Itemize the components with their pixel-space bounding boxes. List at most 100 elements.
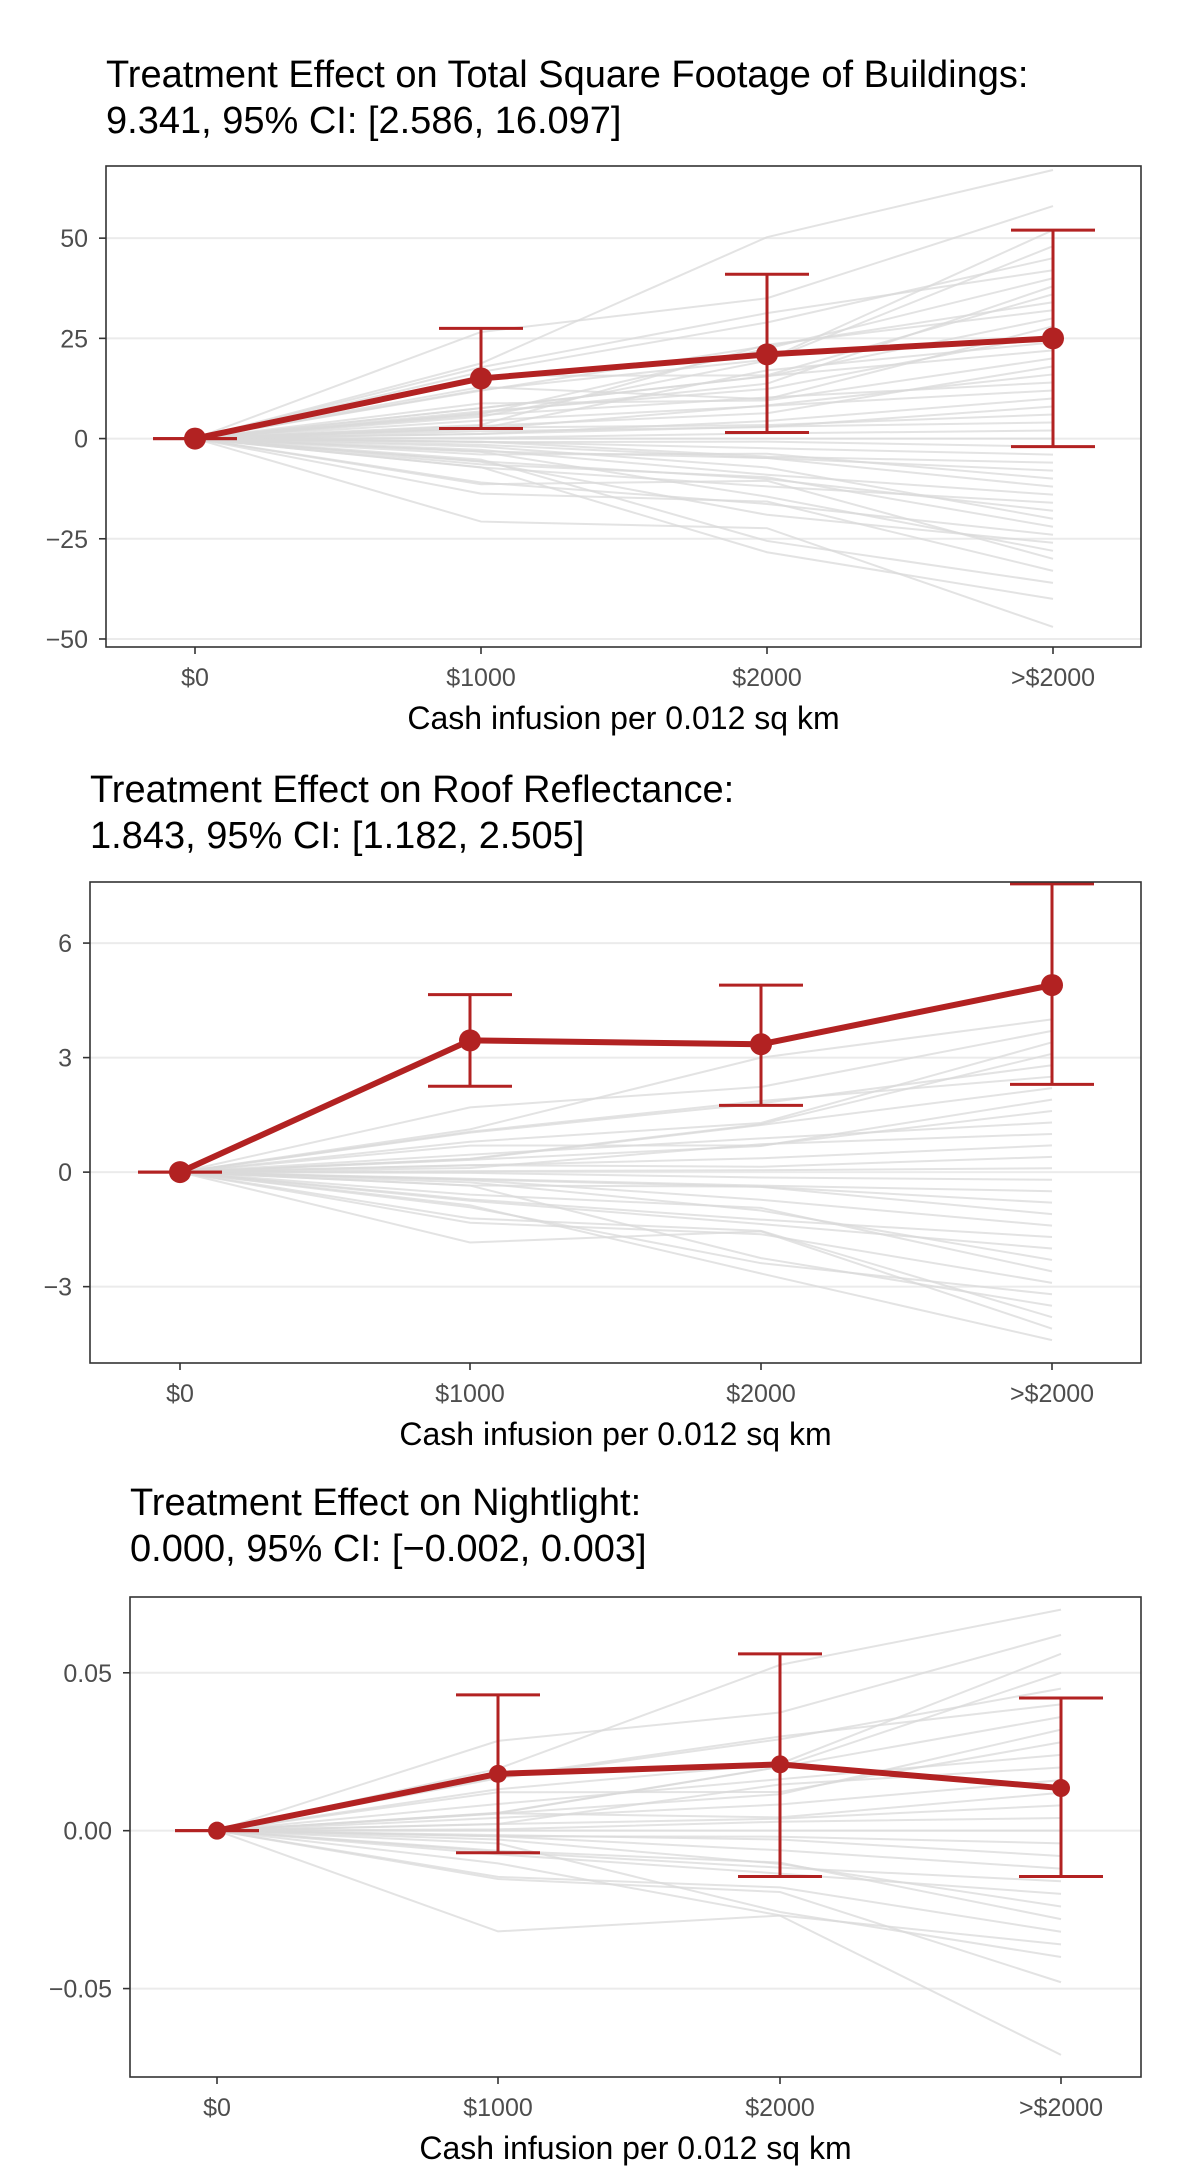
panel-border [105,165,1142,648]
chart-title-line-2: 1.843, 95% CI: [1.182, 2.505] [90,815,585,857]
x-tick-label: $1000 [463,2094,533,2122]
chart-title: Treatment Effect on Roof Reflectance: 1.… [90,767,734,859]
y-tick-label: −3 [43,1274,72,1302]
y-tick-label: 0.05 [63,1660,112,1688]
placebo-line [179,1171,1053,1330]
x-tick-label: $2000 [732,664,802,692]
placebo-line [194,349,1054,440]
placebo-line [194,413,1054,440]
y-tick-label: 25 [60,325,88,353]
placebo-line [179,1132,1053,1174]
placebo-line [179,1110,1053,1174]
x-tick-label: $0 [166,1380,194,1408]
placebo-line [216,1829,1062,1933]
placebo-line [179,1075,1053,1174]
panel-border [129,1596,1142,2078]
placebo-line [216,1829,1062,1870]
placebo-line [216,1829,1062,1908]
effect-line [178,982,1053,1175]
placebo-line [216,1753,1062,1832]
placebo-line [216,1741,1062,1832]
y-tick-label: −0.05 [49,1976,112,2004]
effect-line [194,335,1054,442]
y-tick-label: 6 [58,930,72,958]
placebo-line [216,1829,1062,2056]
placebo-line [216,1652,1062,1832]
placebo-line [179,1171,1053,1181]
y-tick-label: 0.00 [63,1818,112,1846]
x-tick-label: >$2000 [1010,1380,1094,1408]
placebo-line [179,1155,1053,1174]
placebo-line [194,437,1054,600]
placebo-line [179,1041,1053,1174]
placebo-line [179,1121,1053,1174]
x-tick-label: $2000 [745,2094,815,2122]
chart-title-line-2: 0.000, 95% CI: [−0.002, 0.003] [130,1528,647,1570]
x-tick-label: $0 [203,2094,231,2122]
y-tick-label: 0 [74,426,88,454]
placebo-line [179,1018,1053,1174]
placebo-line [194,437,1054,464]
placebo-line [194,169,1054,440]
y-tick-label: 3 [58,1045,72,1073]
placebo-line [194,437,1054,480]
effect-point [208,1821,226,1840]
x-tick-label: $2000 [726,1380,796,1408]
placebo-line [216,1829,1062,1921]
placebo-line [179,1171,1053,1261]
placebo-line [179,1098,1053,1174]
x-axis-title: Cash infusion per 0.012 sq km [419,2130,851,2166]
x-tick-label: >$2000 [1019,2094,1103,2122]
placebo-line [194,405,1054,440]
placebo-line [179,1171,1053,1227]
placebo-line [194,437,1054,528]
placebo-line [194,437,1054,584]
chart-roof-reflectance: Treatment Effect on Roof Reflectance: 1.… [43,767,1142,1452]
placebo-line [194,437,1054,552]
placebo-line [179,1171,1053,1342]
x-tick-label: >$2000 [1011,664,1095,692]
effect-point [459,1029,481,1052]
effect-point [1042,327,1064,350]
placebo-line [216,1633,1062,1832]
y-tick-label: −50 [46,626,88,654]
chart-title-line-1: Treatment Effect on Roof Reflectance: [90,769,735,811]
chart-square-footage: Treatment Effect on Total Square Footage… [0,0,1192,740]
effect-point [1052,1779,1070,1798]
y-tick-label: 0 [58,1159,72,1187]
placebo-line [216,1829,1062,1946]
effect-point [169,1161,191,1184]
placebo-line [216,1779,1062,1832]
x-tick-label: $0 [181,664,209,692]
chart-title-line-2: 9.341, 95% CI: [2.586, 16.097] [106,100,622,142]
plot-square-footage: −50 −25 0 25 50 $0 $1000 $2000 >$2000 Cash infusi… [46,165,1142,736]
placebo-line [194,357,1054,440]
placebo-line [179,1171,1053,1319]
plot-roof-reflectance: −3 0 3 6 $0 $1000 $2000 >$2000 Cash infusion per… [43,881,1142,1452]
effect-point [470,367,492,390]
placebo-line [179,1171,1053,1284]
placebo-line [216,1829,1062,1895]
placebo-line [194,437,1054,520]
placebo-line [179,1171,1053,1307]
placebo-line [179,1029,1053,1174]
placebo-line [194,389,1054,440]
placebo-line [179,1171,1053,1273]
placebo-line [194,437,1054,628]
placebo-line [194,437,1054,544]
effect-point [750,1033,772,1056]
placebo-line [194,421,1054,440]
chart-title: Treatment Effect on Total Square Footage… [106,52,1028,144]
placebo-line [194,381,1054,440]
x-tick-label: $1000 [446,664,516,692]
chart-title-line-1: Treatment Effect on Nightlight: [130,1482,642,1524]
y-tick-label: −25 [46,526,88,554]
placebo-line [216,1829,1062,1958]
placebo-line [216,1608,1062,1832]
effect-point [771,1755,789,1774]
panel-border [89,881,1142,1364]
y-tick-label: 50 [60,225,88,253]
effect-point [756,343,778,366]
